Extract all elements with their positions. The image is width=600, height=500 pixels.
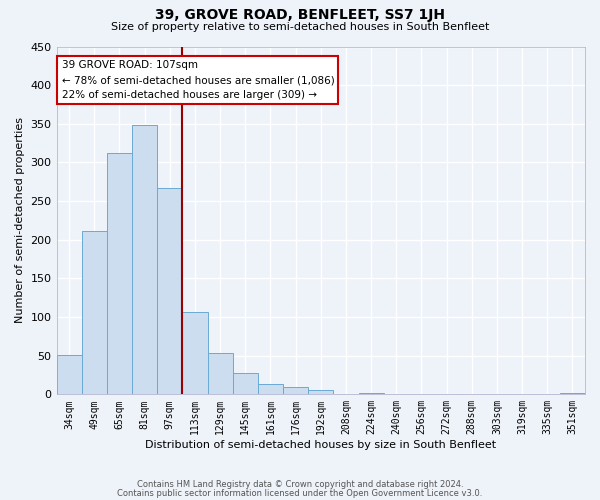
Bar [359,393,383,394]
Bar [560,393,585,394]
Bar [157,188,182,394]
Y-axis label: Number of semi-detached properties: Number of semi-detached properties [15,118,25,324]
Text: Size of property relative to semi-detached houses in South Benfleet: Size of property relative to semi-detach… [111,22,489,32]
Text: Contains HM Land Registry data © Crown copyright and database right 2024.: Contains HM Land Registry data © Crown c… [137,480,463,489]
Text: 39 GROVE ROAD: 107sqm
← 78% of semi-detached houses are smaller (1,086)
22% of s: 39 GROVE ROAD: 107sqm ← 78% of semi-deta… [62,60,334,100]
Text: 39, GROVE ROAD, BENFLEET, SS7 1JH: 39, GROVE ROAD, BENFLEET, SS7 1JH [155,8,445,22]
Bar [182,312,208,394]
Bar [258,384,283,394]
Bar [132,124,157,394]
Bar [283,386,308,394]
Bar [107,153,132,394]
Text: Contains public sector information licensed under the Open Government Licence v3: Contains public sector information licen… [118,489,482,498]
X-axis label: Distribution of semi-detached houses by size in South Benfleet: Distribution of semi-detached houses by … [145,440,496,450]
Bar [208,352,233,395]
Bar [82,231,107,394]
Bar [56,355,82,395]
Bar [308,390,334,394]
Bar [233,374,258,394]
